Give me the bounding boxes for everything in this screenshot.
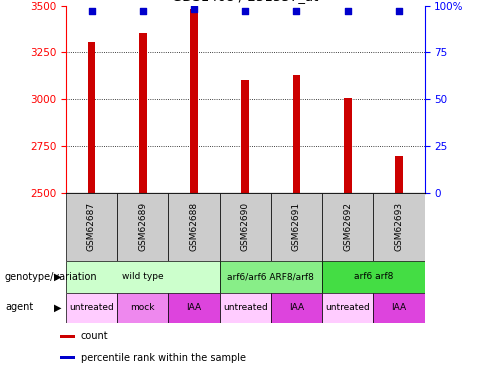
Bar (271, 292, 322, 322)
Bar (344, 98, 351, 193)
Bar (139, 33, 146, 193)
Bar (220, 193, 271, 261)
Bar (322, 193, 373, 261)
Text: GSM62693: GSM62693 (394, 202, 404, 251)
Text: untreated: untreated (69, 303, 114, 312)
Point (242, 8, 249, 14)
Bar (322, 261, 425, 292)
Bar (220, 261, 322, 292)
Bar (117, 292, 168, 322)
Text: wild type: wild type (122, 272, 163, 281)
Text: GSM62687: GSM62687 (87, 202, 96, 251)
Title: GDS1408 / 251557_at: GDS1408 / 251557_at (172, 0, 318, 3)
Text: percentile rank within the sample: percentile rank within the sample (81, 352, 246, 363)
Bar (373, 292, 425, 322)
Text: arf6 arf8: arf6 arf8 (354, 272, 393, 281)
Text: GSM62689: GSM62689 (138, 202, 147, 251)
Bar (220, 292, 271, 322)
Text: agent: agent (5, 303, 33, 312)
Bar (293, 75, 300, 193)
Text: ▶: ▶ (54, 272, 61, 282)
Bar (373, 193, 425, 261)
Bar (190, 9, 198, 193)
Bar (322, 292, 373, 322)
Bar (88, 42, 95, 193)
Bar (168, 292, 220, 322)
Bar (66, 193, 117, 261)
Bar (117, 193, 168, 261)
Point (293, 8, 301, 14)
Text: GSM62691: GSM62691 (292, 202, 301, 251)
Text: untreated: untreated (325, 303, 370, 312)
Bar (66, 292, 117, 322)
Text: count: count (81, 331, 108, 341)
Point (395, 8, 403, 14)
Text: GSM62692: GSM62692 (343, 202, 352, 251)
Bar (242, 80, 249, 193)
Bar (60, 334, 75, 338)
Point (139, 8, 147, 14)
Text: mock: mock (130, 303, 155, 312)
Text: ▶: ▶ (54, 303, 61, 312)
Bar (168, 193, 220, 261)
Text: IAA: IAA (186, 303, 202, 312)
Bar (60, 356, 75, 359)
Text: untreated: untreated (223, 303, 267, 312)
Point (190, 6, 198, 12)
Text: GSM62690: GSM62690 (241, 202, 250, 251)
Text: IAA: IAA (289, 303, 304, 312)
Point (88, 8, 96, 14)
Point (344, 8, 352, 14)
Text: IAA: IAA (391, 303, 407, 312)
Text: GSM62688: GSM62688 (189, 202, 199, 251)
Bar (395, 156, 403, 193)
Text: arf6/arf6 ARF8/arf8: arf6/arf6 ARF8/arf8 (227, 272, 314, 281)
Bar (271, 193, 322, 261)
Text: genotype/variation: genotype/variation (5, 272, 98, 282)
Bar (66, 261, 220, 292)
